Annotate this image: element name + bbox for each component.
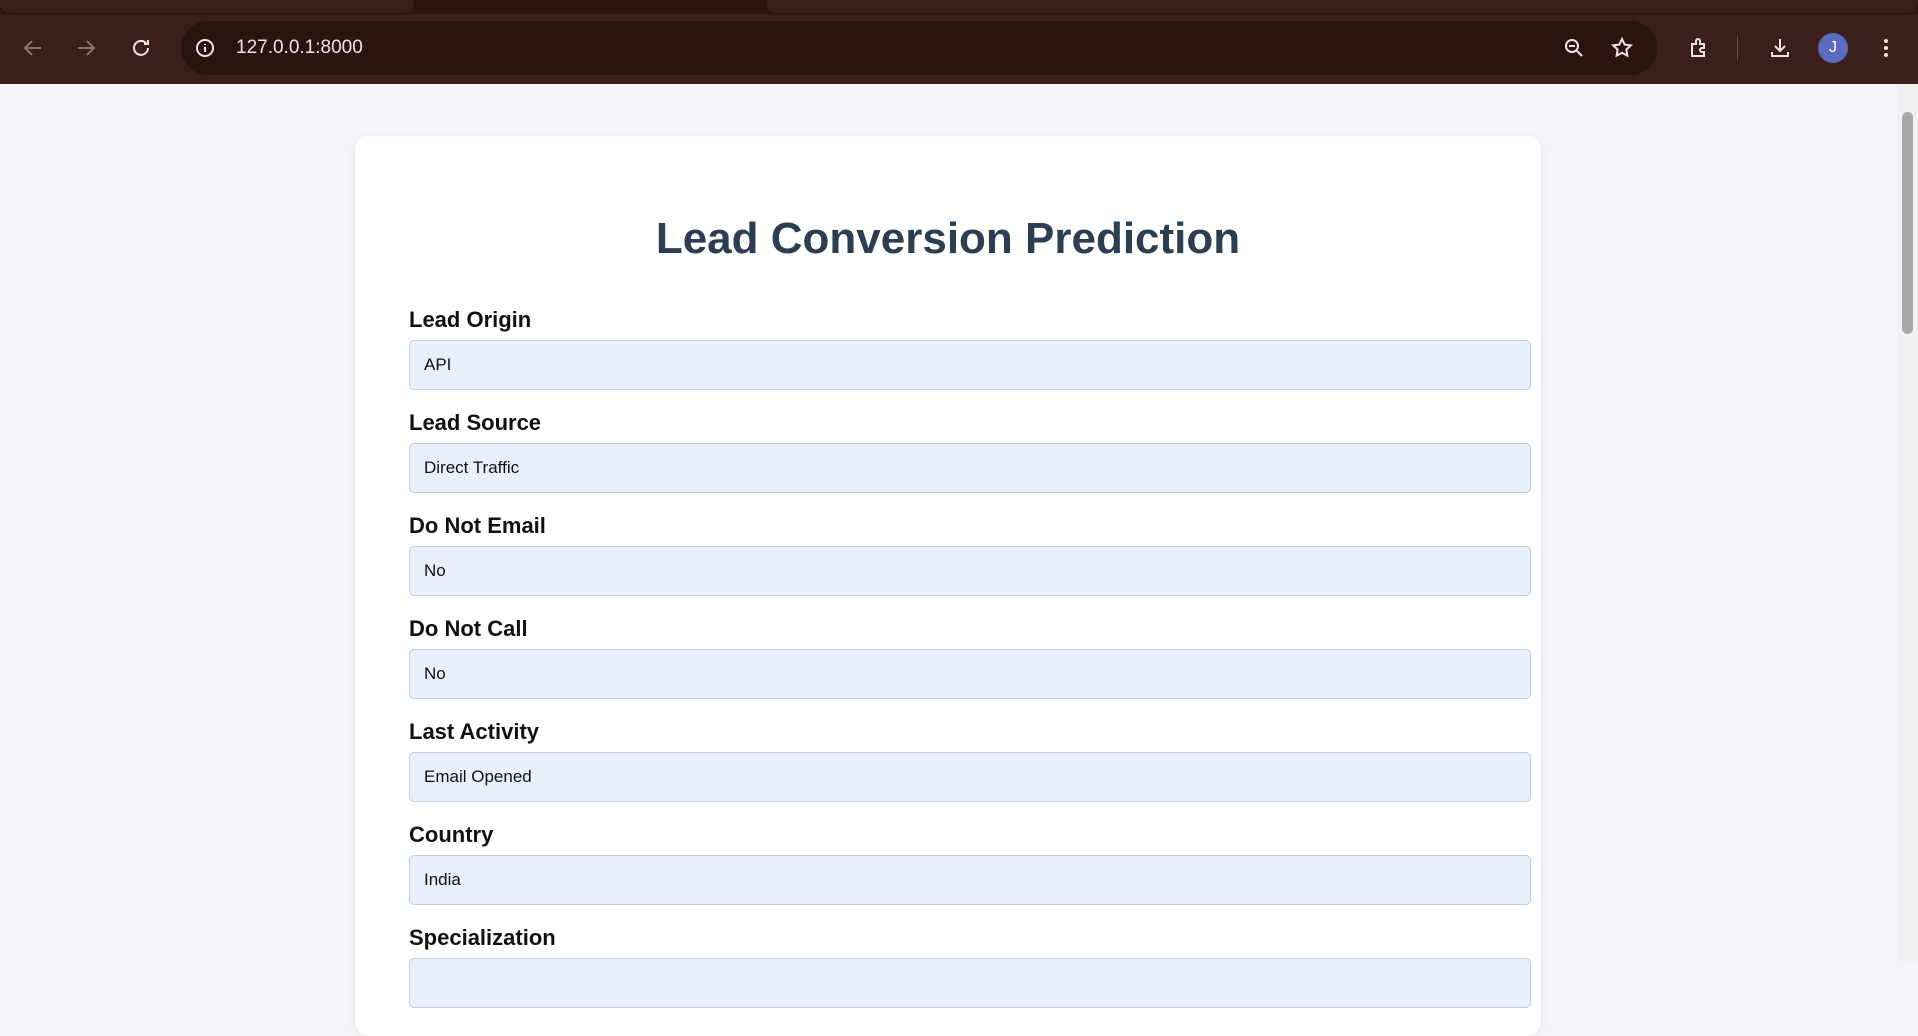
- field-input[interactable]: No: [409, 649, 1531, 699]
- scrollbar[interactable]: [1897, 84, 1918, 961]
- url-text[interactable]: 127.0.0.1:8000: [236, 37, 363, 58]
- zoom-icon[interactable]: [1562, 36, 1586, 60]
- tab-strip: [0, 0, 1918, 14]
- downloads-icon[interactable]: [1768, 36, 1792, 60]
- field-input[interactable]: India: [409, 855, 1531, 905]
- tab[interactable]: [766, 0, 1918, 13]
- extensions-icon[interactable]: [1687, 36, 1711, 60]
- bookmark-star[interactable]: [1610, 36, 1634, 60]
- field-input[interactable]: Email Opened: [409, 752, 1531, 802]
- back-button[interactable]: [21, 36, 45, 60]
- form-title: Lead Conversion Prediction: [655, 214, 1241, 263]
- field-label: Specialization: [409, 925, 556, 950]
- browser-toolbar: 127.0.0.1:8000 J: [0, 0, 1918, 84]
- field-label: Lead Source: [409, 410, 542, 435]
- field-label: Lead Origin: [409, 307, 532, 332]
- scrollbar-thumb[interactable]: [1902, 112, 1913, 334]
- field-label: Country: [409, 822, 494, 847]
- profile-avatar[interactable]: J: [1818, 33, 1848, 63]
- forward-button[interactable]: [74, 36, 98, 60]
- site-info-icon[interactable]: [194, 37, 216, 59]
- field-input[interactable]: Direct Traffic: [409, 443, 1531, 493]
- field-input[interactable]: API: [409, 340, 1531, 390]
- field-label: Last Activity: [409, 719, 540, 744]
- menu-button[interactable]: [1874, 36, 1898, 60]
- field-label: Do Not Email: [409, 513, 546, 538]
- address-bar[interactable]: [181, 21, 1657, 75]
- field-label: Do Not Call: [409, 616, 528, 641]
- reload-button[interactable]: [129, 36, 153, 60]
- divider: [1737, 36, 1738, 60]
- field-input[interactable]: [409, 958, 1531, 1008]
- tab[interactable]: [0, 0, 414, 13]
- field-input[interactable]: No: [409, 546, 1531, 596]
